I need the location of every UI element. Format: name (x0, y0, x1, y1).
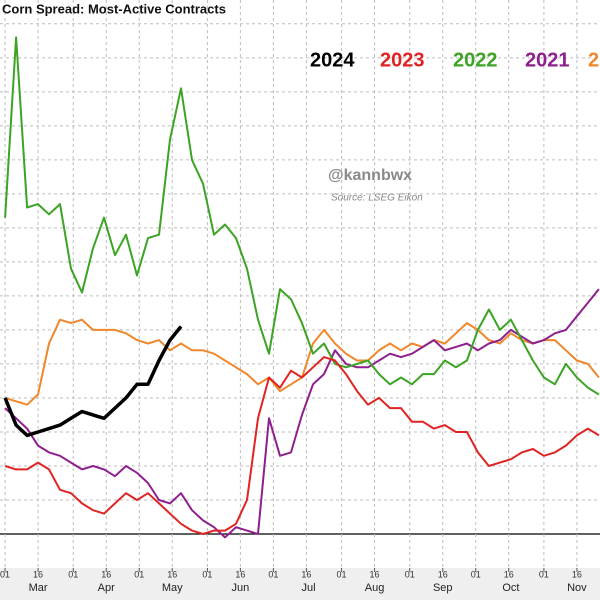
x-tick-label: 16 (370, 569, 380, 579)
series-line (4, 356, 600, 535)
series-line (3, 325, 183, 438)
legend-entry: 2022 (453, 49, 498, 71)
month-label: Aug (365, 582, 385, 594)
x-tick-label: 16 (572, 569, 582, 579)
month-label: Oct (502, 582, 519, 594)
month-label: Jul (302, 582, 316, 594)
legend-entry: 2 (588, 49, 599, 71)
x-tick-label: 16 (167, 569, 177, 579)
x-tick-label: 16 (33, 569, 43, 579)
x-tick-label: 01 (134, 569, 144, 579)
x-tick-label: 01 (471, 569, 481, 579)
month-label: Jun (232, 582, 250, 594)
month-label: Nov (567, 582, 587, 594)
x-tick-label: 16 (101, 569, 111, 579)
x-tick-label: 01 (68, 569, 78, 579)
labels: 01 16 01 16 01 16 01 16 01 16 01 16 01 16 01 16 01 16 Mar A… (0, 49, 599, 594)
x-tick-label: 01 (539, 569, 549, 579)
series-line (4, 288, 600, 539)
lines (3, 36, 600, 539)
x-tick-label: 01 (202, 569, 212, 579)
x-tick-label: 01 (0, 569, 10, 579)
grid (0, 0, 600, 572)
x-tick-label: 16 (301, 569, 311, 579)
series-line (4, 36, 600, 396)
month-label: Mar (29, 582, 48, 594)
source-note: Source: LSEG Eikon (331, 193, 423, 204)
legend-entry: 2021 (525, 49, 570, 71)
x-tick-label: 16 (504, 569, 514, 579)
x-tick-label: 16 (235, 569, 245, 579)
series-line (4, 318, 600, 406)
legend-entry: 2024 (310, 49, 355, 71)
month-label: Apr (98, 582, 115, 594)
month-label: Sep (433, 582, 453, 594)
month-label: May (162, 582, 183, 594)
chart-title: Corn Spread: Most-Active Contracts (2, 1, 226, 16)
x-axis-band (0, 568, 600, 600)
x-tick-label: 16 (438, 569, 448, 579)
x-tick-label: 01 (268, 569, 278, 579)
x-tick-label: 01 (405, 569, 415, 579)
watermark: @kannbwx (328, 167, 412, 184)
x-tick-label: 01 (337, 569, 347, 579)
legend-entry: 2023 (380, 49, 425, 71)
